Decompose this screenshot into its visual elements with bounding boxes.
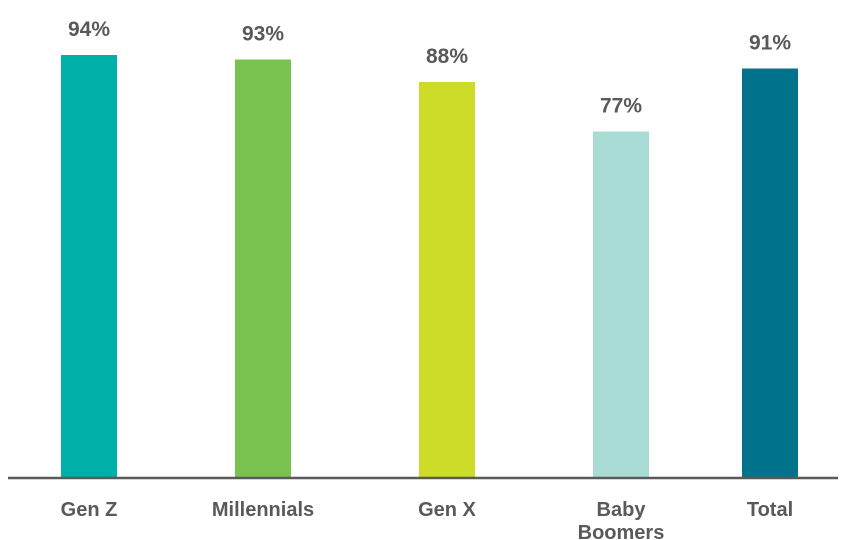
bar-1 — [235, 59, 291, 478]
bar-4 — [742, 68, 798, 478]
category-label-4: Total — [747, 499, 793, 521]
category-label-1: Millennials — [212, 499, 314, 521]
bar-3 — [593, 131, 649, 478]
bar-2 — [419, 82, 475, 478]
value-label-1: 93% — [242, 23, 284, 46]
value-label-0: 94% — [68, 18, 110, 41]
bars-group — [61, 55, 798, 478]
category-label-3-line-1: Boomers — [578, 522, 665, 540]
category-label-0: Gen Z — [61, 499, 118, 521]
value-label-4: 91% — [749, 32, 791, 55]
value-label-2: 88% — [426, 45, 468, 68]
category-label-3-line-0: Baby — [597, 499, 647, 521]
value-labels-group: 94% 93% 88% 77% 91% — [68, 18, 791, 118]
bar-0 — [61, 55, 117, 478]
category-label-2: Gen X — [418, 499, 476, 521]
value-label-3: 77% — [600, 95, 642, 118]
